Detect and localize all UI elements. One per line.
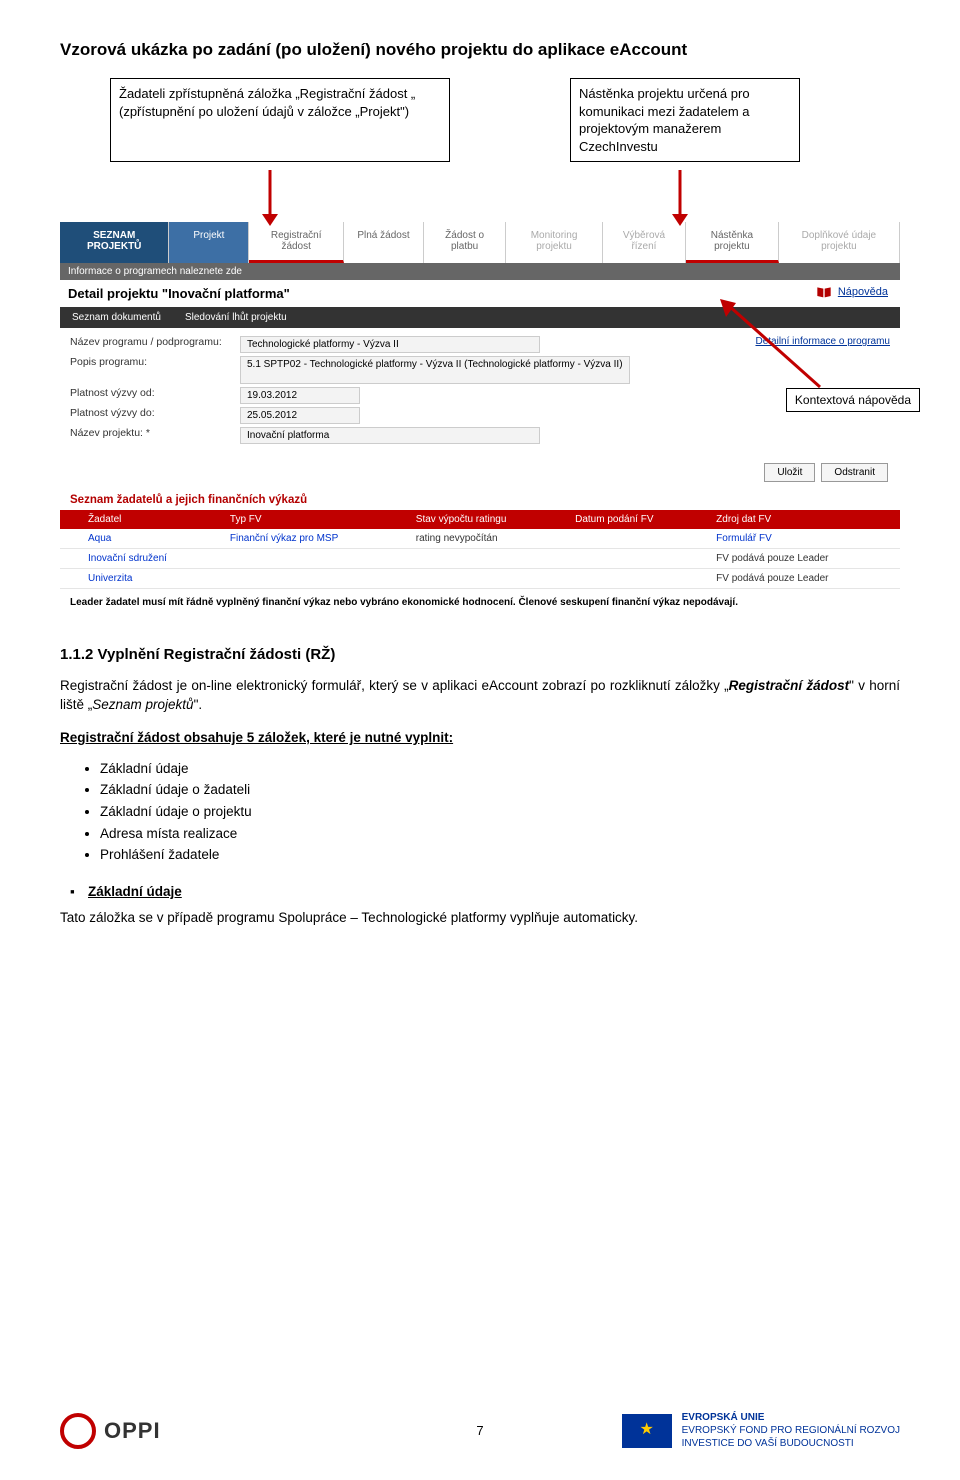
- bullet-list: Základní údaje Základní údaje o žadateli…: [100, 758, 900, 866]
- tab-plna[interactable]: Plná žádost: [344, 222, 424, 263]
- label-nazev-projektu: Název projektu: *: [70, 427, 240, 439]
- cell: [408, 569, 567, 589]
- tab-vyber[interactable]: Výběrová řízení: [603, 222, 686, 263]
- arrow-down-icon: [250, 170, 290, 228]
- cell: [567, 549, 708, 569]
- oppi-text: OPPI: [104, 1418, 161, 1444]
- cell: rating nevypočítán: [408, 529, 567, 549]
- th-typ: Typ FV: [222, 510, 408, 529]
- cell[interactable]: Inovační sdružení: [80, 549, 222, 569]
- zadatele-table: Žadatel Typ FV Stav výpočtu ratingu Datu…: [60, 510, 900, 589]
- label-platnost-od: Platnost výzvy od:: [70, 387, 240, 399]
- cell: Finanční výkaz pro MSP: [222, 529, 408, 549]
- tab-seznam-projektu[interactable]: SEZNAM PROJEKTŮ: [60, 222, 169, 263]
- subtab-sledovani[interactable]: Sledování lhůt projektu: [173, 307, 299, 328]
- label-nazev-programu: Název programu / podprogramu:: [70, 336, 240, 348]
- eu-line3: INVESTICE DO VAŠÍ BUDOUCNOSTI: [682, 1437, 900, 1450]
- info-strip: Informace o programech naleznete zde: [60, 263, 900, 280]
- cell: [408, 549, 567, 569]
- subtab-seznam-dokumentu[interactable]: Seznam dokumentů: [60, 307, 173, 328]
- section-seznam-zadatelu: Seznam žadatelů a jejich finančních výka…: [60, 490, 900, 510]
- paragraph: Tato záložka se v případě programu Spolu…: [60, 909, 900, 928]
- th-datum: Datum podání FV: [567, 510, 708, 529]
- cell: [222, 549, 408, 569]
- list-item: Základní údaje o projektu: [100, 801, 900, 823]
- value-platnost-od: 19.03.2012: [240, 387, 360, 404]
- eu-block: ★ EVROPSKÁ UNIE EVROPSKÝ FOND PRO REGION…: [622, 1411, 900, 1450]
- arrow-down-icon: [660, 170, 700, 228]
- list-item: Základní údaje: [100, 758, 900, 780]
- th-stav: Stav výpočtu ratingu: [408, 510, 567, 529]
- tab-doplnkove[interactable]: Doplňkové údaje projektu: [779, 222, 900, 263]
- detail-title: Detail projektu "Inovační platforma": [60, 280, 298, 307]
- cell[interactable]: Aqua: [80, 529, 222, 549]
- list-item: Základní údaje o žadateli: [100, 779, 900, 801]
- th-zdroj: Zdroj dat FV: [708, 510, 900, 529]
- sub-heading: Základní údaje: [88, 884, 900, 899]
- cell[interactable]: Formulář FV: [708, 529, 900, 549]
- tab-platbu[interactable]: Žádost o platbu: [424, 222, 506, 263]
- arrow-diagonal-icon: [710, 295, 830, 395]
- tab-bar: SEZNAM PROJEKTŮ Projekt Registrační žádo…: [60, 222, 900, 263]
- eu-flag-icon: ★: [622, 1414, 672, 1448]
- value-nazev-projektu[interactable]: Inovační platforma: [240, 427, 540, 444]
- page-title: Vzorová ukázka po zadání (po uložení) no…: [60, 40, 900, 60]
- oppi-logo: OPPI: [60, 1413, 161, 1449]
- odstranit-button[interactable]: Odstranit: [821, 463, 888, 482]
- page-number: 7: [476, 1423, 483, 1438]
- cell: [567, 569, 708, 589]
- value-popis: 5.1 SPTP02 - Technologické platformy - V…: [240, 356, 630, 384]
- ulozit-button[interactable]: Uložit: [764, 463, 815, 482]
- value-platnost-do: 25.05.2012: [240, 407, 360, 424]
- callout-left: Žadateli zpřístupněná záložka „Registrač…: [110, 78, 450, 162]
- table-row[interactable]: Univerzita FV podává pouze Leader: [60, 569, 900, 589]
- tab-monitoring[interactable]: Monitoring projektu: [506, 222, 603, 263]
- paragraph: Registrační žádost je on-line elektronic…: [60, 677, 900, 715]
- table-note: Leader žadatel musí mít řádně vyplněný f…: [60, 589, 900, 616]
- cell[interactable]: Univerzita: [80, 569, 222, 589]
- oppi-circle-icon: [60, 1413, 96, 1449]
- cell: [222, 569, 408, 589]
- cell: FV podává pouze Leader: [708, 569, 900, 589]
- app-screenshot: SEZNAM PROJEKTŮ Projekt Registrační žádo…: [60, 222, 900, 616]
- callout-right: Nástěnka projektu určená pro komunikaci …: [570, 78, 800, 162]
- cell: [567, 529, 708, 549]
- tab-nastenka[interactable]: Nástěnka projektu: [686, 222, 779, 263]
- cell: FV podává pouze Leader: [708, 549, 900, 569]
- eu-line1: EVROPSKÁ UNIE: [682, 1411, 900, 1424]
- th-zadatel: Žadatel: [80, 510, 222, 529]
- tab-projekt[interactable]: Projekt: [169, 222, 249, 263]
- tab-registracni[interactable]: Registrační žádost: [249, 222, 344, 263]
- callout-row: Žadateli zpřístupněná záložka „Registrač…: [60, 78, 900, 162]
- list-item: Prohlášení žadatele: [100, 844, 900, 866]
- value-nazev-programu: Technologické platformy - Výzva II: [240, 336, 540, 353]
- label-platnost-do: Platnost výzvy do:: [70, 407, 240, 419]
- list-item: Adresa místa realizace: [100, 823, 900, 845]
- table-row[interactable]: Inovační sdružení FV podává pouze Leader: [60, 549, 900, 569]
- eu-line2: EVROPSKÝ FOND PRO REGIONÁLNÍ ROZVOJ: [682, 1424, 900, 1437]
- paragraph-subtitle: Registrační žádost obsahuje 5 záložek, k…: [60, 729, 900, 748]
- table-row[interactable]: Aqua Finanční výkaz pro MSP rating nevyp…: [60, 529, 900, 549]
- page-footer: OPPI 7 ★ EVROPSKÁ UNIE EVROPSKÝ FOND PRO…: [0, 1411, 960, 1450]
- napoveda-link[interactable]: Nápověda: [838, 286, 888, 298]
- label-popis: Popis programu:: [70, 356, 240, 368]
- section-heading: 1.1.2 Vyplnění Registrační žádosti (RŽ): [60, 646, 900, 663]
